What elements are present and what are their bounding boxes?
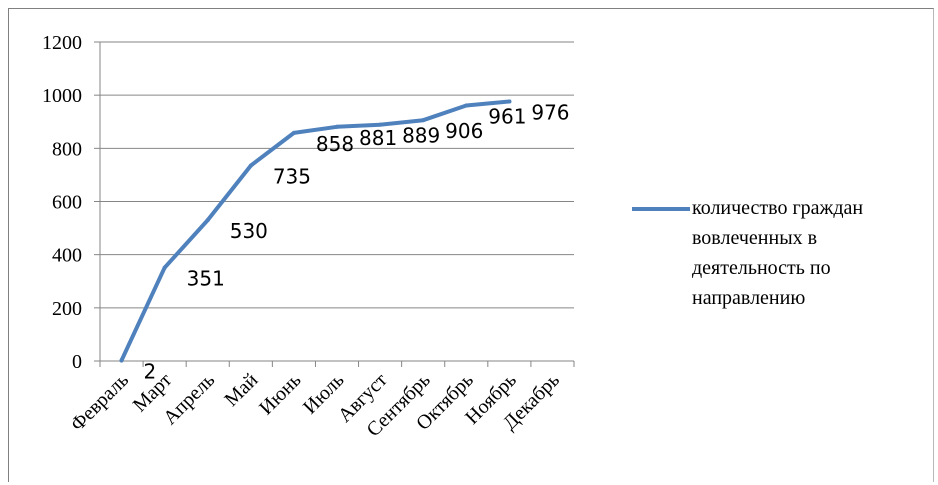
data-label: 530 bbox=[230, 219, 268, 243]
data-label: 351 bbox=[187, 267, 225, 291]
y-tick-label: 200 bbox=[52, 298, 82, 320]
chart-frame bbox=[8, 8, 934, 482]
data-point bbox=[119, 358, 124, 363]
y-tick-label: 400 bbox=[52, 245, 82, 267]
gridlines bbox=[100, 41, 574, 309]
y-tick-label: 1000 bbox=[42, 85, 82, 107]
data-label: 735 bbox=[273, 165, 311, 189]
legend-swatch bbox=[632, 207, 690, 211]
axes bbox=[94, 41, 575, 367]
data-label: 2 bbox=[144, 359, 157, 383]
x-tick-label: Февраль bbox=[66, 369, 133, 436]
data-label: 881 bbox=[359, 126, 397, 150]
data-point bbox=[464, 103, 469, 108]
legend: количество граждан вовлеченных в деятель… bbox=[632, 193, 932, 323]
y-tick-label: 800 bbox=[52, 138, 82, 160]
data-point bbox=[507, 99, 512, 104]
data-point bbox=[291, 130, 296, 135]
series-line bbox=[119, 99, 512, 363]
data-point bbox=[205, 218, 210, 223]
data-point bbox=[335, 124, 339, 129]
data-label: 976 bbox=[531, 101, 569, 125]
data-point bbox=[421, 118, 426, 123]
series-layer bbox=[119, 99, 512, 363]
data-label: 889 bbox=[402, 124, 440, 148]
legend-label: количество граждан вовлеченных в деятель… bbox=[692, 197, 864, 309]
y-tick-label: 600 bbox=[52, 192, 82, 214]
data-label: 858 bbox=[316, 132, 354, 156]
y-tick-labels: 0 200 400 600 800 1000 1200 bbox=[42, 32, 82, 373]
y-tick-label: 1200 bbox=[42, 32, 82, 54]
data-point bbox=[378, 122, 383, 127]
data-label: 906 bbox=[445, 119, 483, 143]
x-tick-label: Июнь bbox=[255, 369, 305, 419]
data-point bbox=[248, 163, 253, 168]
y-tick-label: 0 bbox=[72, 351, 82, 373]
data-label: 961 bbox=[488, 105, 526, 129]
data-point bbox=[162, 265, 167, 270]
